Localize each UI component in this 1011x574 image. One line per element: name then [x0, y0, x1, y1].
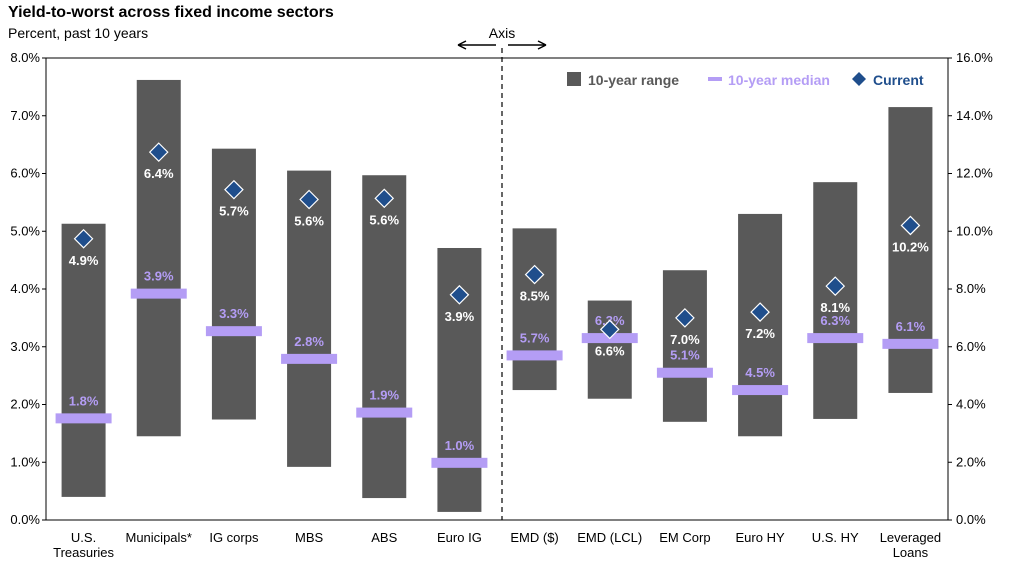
current-marker	[825, 276, 846, 296]
category-label: EMD ($)	[510, 530, 558, 545]
left-tick-label: 5.0%	[10, 223, 40, 238]
median-label: 1.9%	[369, 388, 399, 403]
right-tick-label: 0.0%	[956, 512, 986, 527]
chart-title: Yield-to-worst across fixed income secto…	[8, 4, 334, 21]
left-tick-label: 4.0%	[10, 281, 40, 296]
category-label: MBS	[295, 530, 324, 545]
left-tick-label: 0.0%	[10, 512, 40, 527]
median-label: 5.1%	[670, 348, 700, 363]
left-tick-label: 6.0%	[10, 166, 40, 181]
current-marker	[374, 188, 395, 209]
range-bar	[738, 213, 783, 437]
left-tick-label: 3.0%	[10, 339, 40, 354]
range-bar	[362, 175, 407, 499]
right-tick-label: 4.0%	[956, 397, 986, 412]
current-label: 7.2%	[745, 326, 775, 341]
right-tick-label: 12.0%	[956, 166, 993, 181]
median-marker	[732, 385, 789, 396]
median-label: 1.0%	[445, 438, 475, 453]
range-bar	[512, 228, 557, 391]
current-marker	[73, 228, 94, 249]
median-marker	[281, 353, 338, 364]
median-marker	[431, 457, 488, 468]
median-marker	[882, 338, 939, 349]
median-marker	[656, 367, 713, 378]
current-label: 4.9%	[69, 253, 99, 268]
legend-median-swatch	[708, 77, 722, 81]
category-label: Euro HY	[736, 530, 785, 545]
right-tick-label: 2.0%	[956, 454, 986, 469]
legend-range-swatch	[567, 72, 581, 86]
median-label: 6.3%	[820, 313, 850, 328]
median-marker	[356, 407, 413, 418]
median-label: 2.8%	[294, 334, 324, 349]
axis-arrow-right-icon	[508, 40, 547, 50]
current-marker	[299, 189, 319, 210]
median-label: 5.7%	[520, 330, 550, 345]
current-marker	[524, 264, 545, 285]
current-label: 8.5%	[520, 289, 550, 304]
category-label: Leveraged	[880, 530, 941, 545]
current-label: 8.1%	[820, 300, 850, 315]
category-label: EM Corp	[659, 530, 710, 545]
range-bar	[287, 170, 332, 467]
current-label: 6.4%	[144, 166, 174, 181]
left-tick-label: 1.0%	[10, 454, 40, 469]
left-tick-label: 2.0%	[10, 397, 40, 412]
category-label: Loans	[893, 545, 929, 560]
current-label: 5.7%	[219, 204, 249, 219]
current-label: 5.6%	[294, 213, 324, 228]
right-tick-label: 14.0%	[956, 108, 993, 123]
right-tick-label: 16.0%	[956, 50, 993, 65]
range-bar	[662, 270, 707, 422]
category-label: Municipals*	[126, 530, 192, 545]
median-label: 3.9%	[144, 269, 174, 284]
current-marker	[900, 215, 921, 236]
category-label: Euro IG	[437, 530, 482, 545]
current-marker	[675, 308, 695, 328]
right-tick-label: 10.0%	[956, 223, 993, 238]
current-label: 7.0%	[670, 332, 700, 347]
median-label: 4.5%	[745, 365, 775, 380]
left-tick-label: 8.0%	[10, 50, 40, 65]
median-marker	[807, 333, 864, 344]
current-marker	[224, 179, 244, 200]
current-label: 5.6%	[369, 212, 399, 227]
chart-subtitle: Percent, past 10 years	[8, 25, 149, 41]
category-label: EMD (LCL)	[577, 530, 642, 545]
median-label: 1.8%	[69, 393, 99, 408]
current-label: 3.9%	[445, 309, 475, 324]
median-label: 6.1%	[896, 319, 926, 334]
median-marker	[506, 350, 563, 361]
axis-arrow-left-icon	[457, 40, 496, 50]
range-bar	[813, 182, 858, 419]
current-marker	[599, 319, 620, 340]
current-marker	[750, 302, 770, 322]
range-bar	[136, 79, 181, 437]
category-label: U.S. HY	[812, 530, 859, 545]
current-marker	[449, 284, 470, 305]
range-bar	[587, 300, 632, 399]
category-label: Treasuries	[53, 545, 114, 560]
right-tick-label: 6.0%	[956, 339, 986, 354]
median-label: 3.3%	[219, 306, 249, 321]
category-label: ABS	[371, 530, 397, 545]
current-label: 6.6%	[595, 343, 625, 358]
range-bar	[61, 223, 106, 497]
axis-note-label: Axis	[489, 25, 515, 41]
median-marker	[130, 288, 187, 299]
right-tick-label: 8.0%	[956, 281, 986, 296]
legend-range-label: 10-year range	[588, 72, 679, 88]
left-tick-label: 7.0%	[10, 108, 40, 123]
legend-current-label: Current	[873, 72, 924, 88]
current-label: 10.2%	[892, 239, 929, 254]
legend-median-label: 10-year median	[728, 72, 830, 88]
current-marker	[148, 142, 169, 162]
median-marker	[205, 326, 262, 337]
category-label: IG corps	[209, 530, 259, 545]
median-marker	[55, 413, 112, 424]
category-label: U.S.	[71, 530, 96, 545]
legend-current-swatch	[852, 72, 866, 86]
